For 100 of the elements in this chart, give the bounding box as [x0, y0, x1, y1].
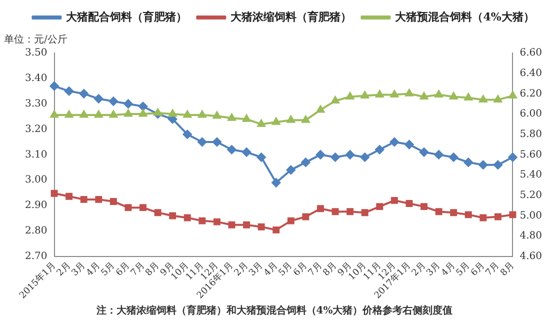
point: [493, 160, 502, 170]
y2-tick-label: 4.80: [520, 230, 542, 242]
y2-tick-label: 4.60: [520, 250, 542, 262]
y-tick-label: 3.40: [25, 73, 48, 84]
point: [360, 91, 369, 98]
point: [108, 96, 118, 106]
point: [79, 89, 88, 98]
point: [256, 152, 266, 162]
point: [509, 211, 516, 218]
point: [154, 209, 162, 216]
point: [508, 152, 518, 162]
x-tick-label: 7月: [306, 260, 324, 278]
point: [376, 203, 384, 210]
point: [286, 165, 296, 174]
point: [95, 196, 102, 203]
point: [302, 213, 310, 220]
point: [479, 95, 488, 103]
point: [332, 208, 339, 216]
point: [242, 148, 252, 157]
point: [242, 114, 251, 122]
point: [124, 110, 132, 117]
point: [184, 214, 191, 222]
point: [168, 110, 177, 117]
point: [494, 95, 502, 103]
x-tick-label: 8月: [144, 260, 162, 278]
point: [50, 190, 58, 197]
point: [198, 137, 207, 146]
point: [198, 217, 206, 224]
point: [154, 108, 162, 116]
legend-label: 大猪配合饲料（育肥猪）: [66, 10, 188, 24]
point: [450, 209, 458, 216]
point: [109, 110, 118, 118]
y2-tick-label: 6.20: [520, 88, 542, 100]
y-tick-label: 3.10: [25, 149, 48, 160]
y-tick-label: 3.30: [25, 98, 48, 110]
y-tick-label: 3.20: [25, 124, 48, 135]
point: [330, 152, 340, 162]
y-tick-label: 3.50: [25, 48, 48, 59]
point: [80, 110, 88, 118]
point: [50, 110, 58, 118]
point: [346, 92, 354, 100]
point: [434, 150, 444, 160]
point: [287, 217, 294, 224]
point: [301, 158, 310, 167]
point: [228, 114, 236, 121]
point: [376, 90, 384, 98]
y-tick-label: 2.80: [25, 226, 48, 237]
point: [272, 178, 281, 188]
y-axis-title: 单位：元/公斤: [4, 34, 68, 46]
point: [212, 112, 221, 119]
point: [50, 82, 59, 91]
point: [316, 150, 325, 160]
point: [390, 196, 398, 204]
y2-tick-label: 6.40: [520, 68, 542, 79]
y2-tick-label: 5.60: [520, 149, 542, 160]
point: [478, 160, 488, 170]
x-tick-label: 5月: [454, 260, 472, 278]
point: [316, 105, 325, 113]
y2-tick-label: 5.00: [520, 210, 542, 222]
point: [64, 86, 74, 96]
point: [80, 196, 88, 203]
point: [227, 145, 236, 154]
point: [243, 221, 250, 228]
point: [390, 90, 398, 98]
x-tick-label: 3月: [70, 260, 88, 278]
y-tick-label: 2.90: [25, 200, 48, 212]
point: [404, 140, 414, 150]
point: [183, 110, 192, 118]
point: [213, 218, 220, 226]
point: [65, 110, 74, 118]
point: [169, 212, 176, 220]
point: [435, 208, 442, 216]
point: [257, 120, 266, 127]
point: [272, 226, 280, 234]
x-tick-label: 8月: [499, 260, 517, 278]
point: [212, 137, 222, 146]
x-tick-label: 7月: [129, 260, 147, 278]
point: [66, 192, 73, 200]
point: [464, 211, 472, 218]
point: [434, 90, 443, 98]
y2-tick-label: 5.80: [520, 128, 542, 140]
point: [508, 91, 517, 98]
point: [464, 158, 473, 167]
point: [286, 116, 295, 123]
point: [228, 221, 236, 228]
point: [390, 137, 399, 146]
point: [494, 213, 502, 220]
point: [375, 145, 384, 154]
point: [124, 99, 133, 108]
point: [346, 150, 355, 160]
point: [450, 92, 458, 100]
legend-label: 大猪预混合饲料（4%大猪）: [395, 10, 534, 24]
point: [258, 223, 265, 230]
point: [420, 203, 428, 210]
point: [124, 204, 132, 212]
x-tick-label: 5月: [100, 260, 118, 278]
x-tick-label: 2月: [55, 260, 73, 278]
y2-tick-label: 6.00: [520, 108, 542, 120]
point: [331, 96, 340, 104]
point: [464, 93, 472, 100]
